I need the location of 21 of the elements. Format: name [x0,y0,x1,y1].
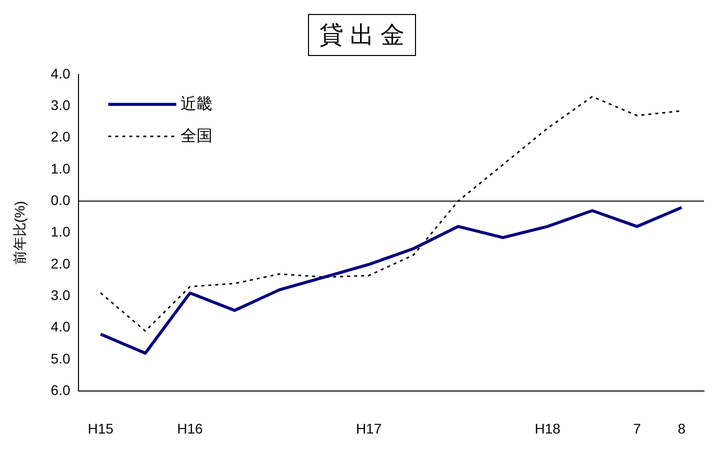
y-tick-label: 5.0 [50,350,70,366]
y-tick-label: 1.0 [50,224,70,240]
y-tick-label: 0.0 [50,192,70,208]
y-tick-label: 3.0 [50,287,70,304]
y-tick-label: 1.0 [50,160,70,176]
y-tick-label: 3.0 [50,96,70,113]
legend-label: 近畿 [180,94,212,113]
y-axis-title: 前年比(%) [11,200,28,265]
y-tick-label: 6.0 [50,382,70,398]
legend-label: 全国 [180,128,212,145]
x-tick-label: H15 [88,420,114,436]
y-tick-label: 4.0 [50,65,70,82]
x-tick-label: H18 [534,420,561,436]
x-tick-label: H16 [177,420,204,436]
x-tick-label: 8 [678,420,686,436]
chart-title: 貸 出 金 [308,14,416,56]
y-tick-label: 4.0 [50,318,70,335]
x-tick-label: H17 [356,420,382,436]
x-tick-label: 7 [633,420,642,436]
y-tick-label: 2.0 [50,128,70,145]
y-tick-label: 2.0 [50,255,70,272]
